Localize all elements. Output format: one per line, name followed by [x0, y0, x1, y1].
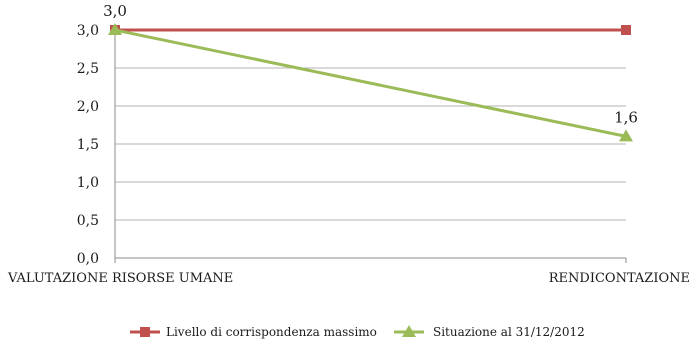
- legend-item: Situazione al 31/12/2012: [394, 325, 585, 339]
- x-category-label: RENDICONTAZIONE: [549, 271, 690, 286]
- legend-item: Livello di corrispondenza massimo: [130, 325, 377, 339]
- data-point-marker: [621, 25, 631, 35]
- y-tick-label: 1,0: [77, 175, 99, 191]
- series: [108, 23, 633, 142]
- y-tick-label: 2,0: [77, 99, 99, 115]
- y-tick-label: 0,5: [77, 213, 99, 229]
- legend-label: Situazione al 31/12/2012: [433, 325, 585, 339]
- legend-label: Livello di corrispondenza massimo: [166, 325, 377, 339]
- y-tick-label: 0,0: [77, 251, 99, 267]
- data-labels: 3,0 1,6: [103, 2, 638, 126]
- legend-marker: [402, 325, 416, 337]
- legend: Livello di corrispondenza massimo Situazi…: [130, 325, 585, 339]
- y-tick-label: 1,5: [77, 137, 99, 153]
- x-category-label: VALUTAZIONE RISORSE UMANE: [7, 271, 233, 286]
- data-label: 3,0: [103, 2, 127, 20]
- gridlines: [115, 29, 626, 221]
- data-point-marker: [619, 129, 633, 142]
- x-axis-category-labels: VALUTAZIONE RISORSE UMANE RENDICONTAZIONE: [7, 271, 690, 286]
- axes: [114, 30, 627, 263]
- series-line-1: [114, 28, 627, 138]
- y-tick-label: 2,5: [77, 61, 99, 77]
- y-tick-label: 3,0: [77, 23, 99, 39]
- legend-marker: [140, 327, 150, 337]
- data-label: 1,6: [614, 108, 638, 126]
- data-point-marker: [108, 23, 122, 35]
- y-axis-tick-labels: 0,0 0,5 1,0 1,5 2,0 2,5 3,0: [77, 23, 99, 267]
